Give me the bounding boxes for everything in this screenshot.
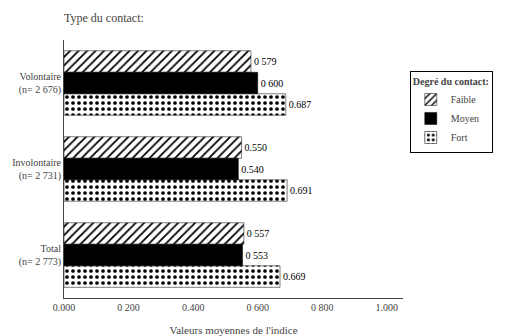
svg-text:Degré du contact:: Degré du contact: — [413, 76, 489, 87]
svg-text:Faible: Faible — [451, 94, 477, 105]
svg-text:0 200: 0 200 — [117, 302, 140, 313]
svg-text:1.000: 1.000 — [376, 302, 399, 313]
svg-text:Valeurs moyennes de l'indice: Valeurs moyennes de l'indice — [169, 324, 297, 336]
svg-text:Total(n= 2 773): Total(n= 2 773) — [19, 243, 62, 268]
svg-text:0 800: 0 800 — [311, 302, 334, 313]
svg-text:0 553: 0 553 — [246, 250, 268, 261]
svg-text:0 600: 0 600 — [246, 302, 269, 313]
svg-text:0.669: 0.669 — [283, 271, 306, 282]
svg-text:0.540: 0.540 — [241, 164, 264, 175]
svg-text:0 557: 0 557 — [247, 228, 270, 239]
svg-text:Moyen: Moyen — [451, 113, 479, 124]
svg-text:Fort: Fort — [451, 132, 468, 143]
svg-text:0.550: 0.550 — [245, 142, 268, 153]
svg-text:Volontaire(n= 2 676): Volontaire(n= 2 676) — [19, 71, 62, 96]
svg-text:Involontaire(n= 2 731): Involontaire(n= 2 731) — [12, 157, 61, 182]
svg-text:Type du contact:: Type du contact: — [64, 11, 144, 25]
svg-text:0 600: 0 600 — [261, 78, 284, 89]
svg-text:0.687: 0.687 — [289, 99, 312, 110]
svg-text:0.400: 0.400 — [182, 302, 205, 313]
svg-text:0 579: 0 579 — [254, 56, 277, 67]
svg-text:0.000: 0.000 — [53, 302, 76, 313]
svg-text:0.691: 0.691 — [290, 185, 313, 196]
